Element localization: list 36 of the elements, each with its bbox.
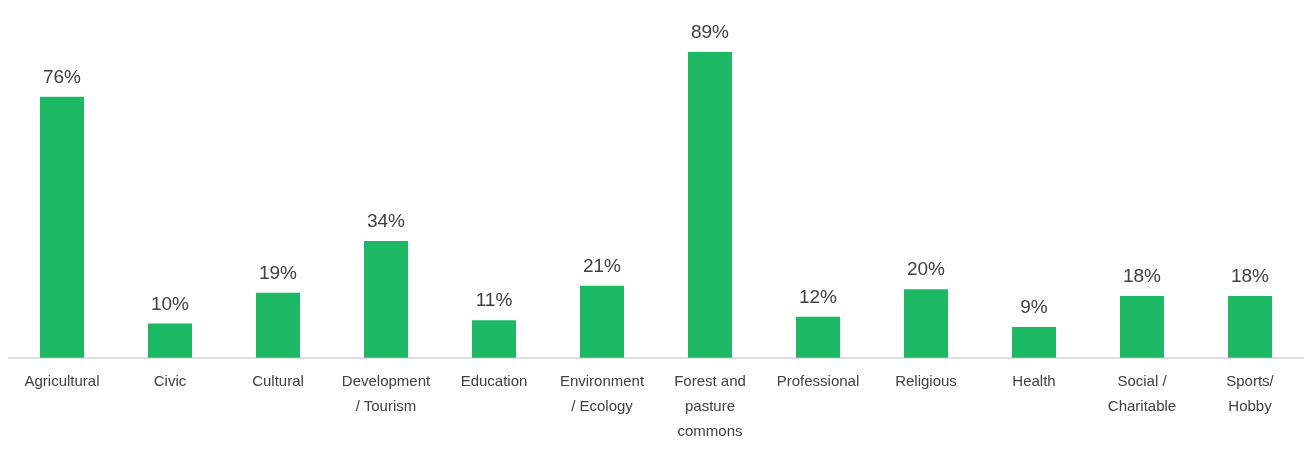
- data-label: 21%: [582, 254, 622, 276]
- x-tick-label: Health: [1012, 372, 1056, 389]
- bar: [796, 316, 840, 358]
- bar: [1120, 296, 1164, 358]
- bar: [1012, 327, 1056, 358]
- bar: [688, 52, 732, 358]
- data-label: 19%: [258, 261, 298, 283]
- x-tick-label: Development / Tourism: [341, 372, 432, 414]
- bar: [580, 285, 624, 358]
- data-label: 18%: [1122, 265, 1162, 287]
- bar: [148, 323, 192, 358]
- data-label: 10%: [150, 292, 190, 314]
- bar: [40, 96, 84, 358]
- data-label: 20%: [906, 258, 946, 280]
- x-tick-label: Religious: [895, 372, 957, 389]
- x-tick-label: Professional: [776, 372, 860, 389]
- data-label: 89%: [690, 21, 730, 42]
- data-label: 12%: [798, 285, 838, 307]
- data-label: 34%: [366, 210, 406, 232]
- bar: [904, 289, 948, 358]
- x-tick-label: Sports/ Hobby: [1226, 372, 1275, 414]
- data-label: 11%: [475, 289, 513, 311]
- bar: [364, 241, 408, 358]
- x-tick-label: Forest and pasture commons: [674, 372, 746, 439]
- bar: [472, 320, 516, 358]
- x-tick-label: Cultural: [252, 372, 304, 389]
- x-tick-label: Environment / Ecology: [559, 372, 645, 414]
- data-label: 76%: [42, 65, 82, 87]
- x-tick-label: Social / Charitable: [1107, 372, 1177, 414]
- data-label: 18%: [1230, 265, 1270, 287]
- data-label: 9%: [1020, 296, 1048, 318]
- x-tick-label: Education: [460, 372, 528, 389]
- bar: [1228, 296, 1272, 358]
- x-tick-label: Civic: [153, 372, 187, 389]
- x-tick-label: Agricultural: [24, 372, 100, 389]
- bar: [256, 292, 300, 358]
